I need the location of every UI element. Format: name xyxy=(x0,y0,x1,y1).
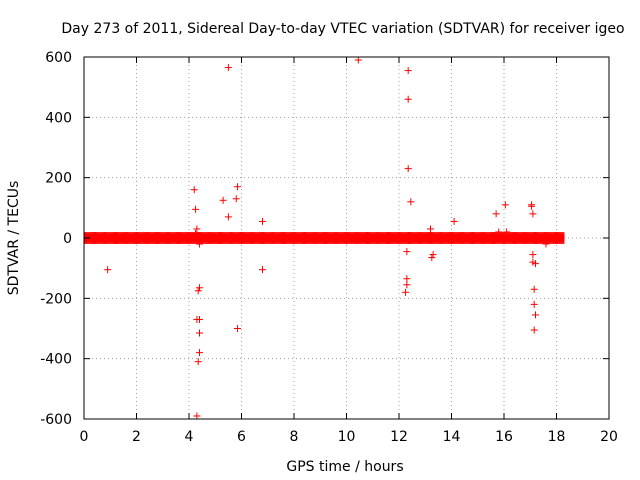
data-point xyxy=(428,254,436,262)
data-point xyxy=(503,228,511,236)
data-point xyxy=(404,165,412,173)
data-point xyxy=(259,217,266,225)
data-points xyxy=(104,56,550,420)
y-tick-label: 200 xyxy=(45,171,72,187)
data-point xyxy=(427,229,434,237)
data-point xyxy=(194,287,202,295)
data-point xyxy=(492,210,500,218)
y-tick-label: 600 xyxy=(45,50,72,66)
data-point xyxy=(224,64,232,72)
data-point xyxy=(193,412,201,420)
data-point xyxy=(429,251,437,259)
data-point xyxy=(529,210,537,218)
x-tick-label: 2 xyxy=(132,429,141,445)
data-point xyxy=(194,358,202,366)
y-tick-labels: -600 -400 -200 0 200 400 600 xyxy=(40,50,72,428)
data-point xyxy=(193,225,201,233)
axis-ticks xyxy=(83,56,610,420)
x-tick-label: 20 xyxy=(600,429,618,445)
x-tick-label: 6 xyxy=(237,429,246,445)
data-point xyxy=(196,240,203,248)
x-tick-label: 14 xyxy=(443,429,461,445)
data-point xyxy=(196,349,203,357)
data-point xyxy=(192,205,200,213)
x-tick-label: 10 xyxy=(338,429,356,445)
data-point xyxy=(404,95,412,103)
data-point xyxy=(219,196,227,204)
x-axis-label: GPS time / hours xyxy=(286,459,403,475)
data-point xyxy=(104,266,112,274)
data-point xyxy=(532,311,539,319)
dense-data-band xyxy=(83,232,565,244)
y-tick-label: -200 xyxy=(40,291,72,307)
y-tick-label: -400 xyxy=(40,352,72,368)
data-point xyxy=(532,260,539,268)
data-point xyxy=(196,315,203,323)
data-point xyxy=(259,266,266,274)
x-tick-label: 0 xyxy=(80,429,89,445)
data-point xyxy=(495,228,503,236)
data-point xyxy=(190,186,198,194)
data-point xyxy=(501,201,509,209)
y-tick-label: -600 xyxy=(40,412,72,428)
data-point xyxy=(234,183,242,191)
data-point xyxy=(529,251,537,259)
data-point xyxy=(224,213,232,221)
data-point xyxy=(354,56,362,64)
data-point xyxy=(450,217,458,225)
data-point xyxy=(403,281,411,289)
data-point xyxy=(232,195,240,203)
data-point xyxy=(542,240,550,248)
data-point xyxy=(530,285,538,293)
data-point xyxy=(404,236,412,244)
x-tick-label: 4 xyxy=(185,429,194,445)
data-point xyxy=(403,275,411,283)
x-tick-label: 8 xyxy=(290,429,299,445)
data-point xyxy=(528,202,536,210)
y-tick-label: 0 xyxy=(63,231,72,247)
data-point xyxy=(530,300,538,308)
x-tick-label: 18 xyxy=(548,429,566,445)
data-point xyxy=(403,248,411,256)
data-point xyxy=(192,229,200,237)
data-point xyxy=(196,329,203,337)
chart-title: Day 273 of 2011, Sidereal Day-to-day VTE… xyxy=(61,21,624,37)
data-point xyxy=(407,198,415,206)
data-point xyxy=(196,284,203,292)
x-tick-label: 12 xyxy=(390,429,408,445)
x-tick-label: 16 xyxy=(495,429,513,445)
data-point xyxy=(402,288,410,296)
data-point xyxy=(404,67,412,75)
y-tick-label: 400 xyxy=(45,110,72,126)
data-point xyxy=(234,325,242,332)
data-point xyxy=(530,326,538,334)
x-tick-labels: 0 2 4 6 8 10 12 14 16 18 20 xyxy=(80,429,618,445)
y-axis-label: SDTVAR / TECUs xyxy=(6,181,22,296)
